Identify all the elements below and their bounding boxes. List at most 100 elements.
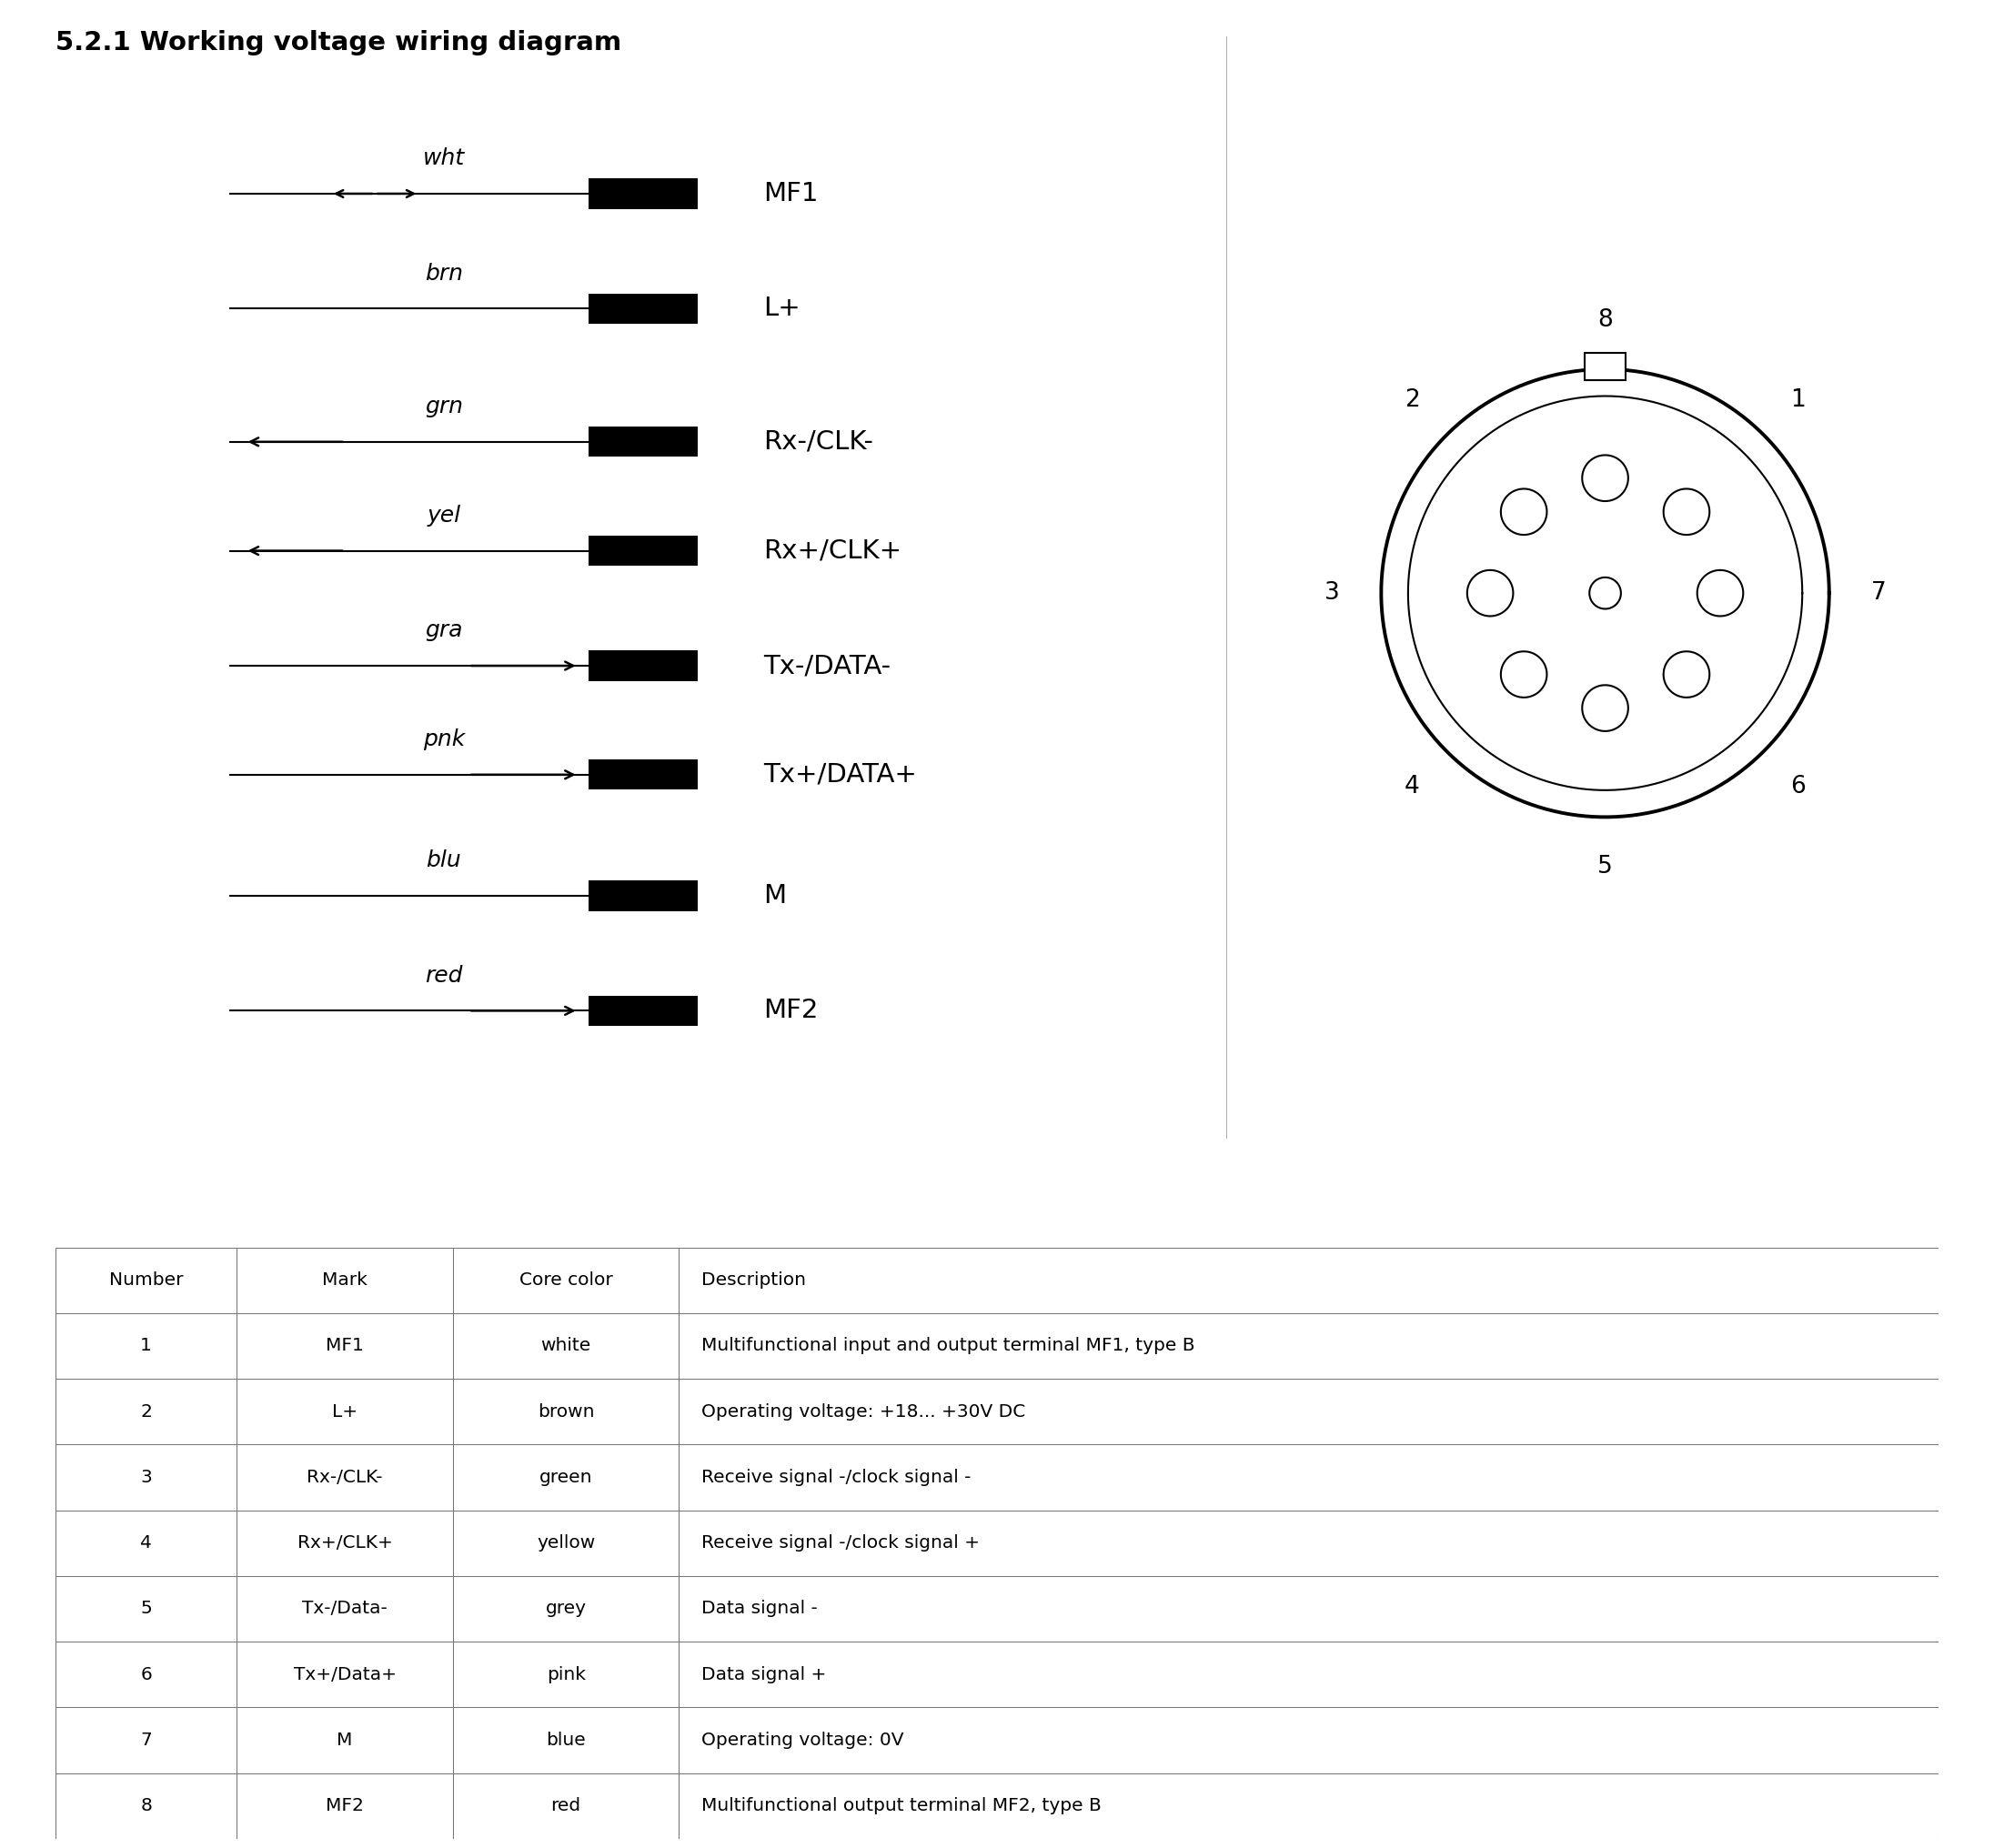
Polygon shape (1468, 571, 1513, 615)
Bar (237, 1314, 453, 1379)
Text: Rx-/CLK-: Rx-/CLK- (307, 1469, 383, 1486)
Bar (56, 1772, 237, 1839)
Bar (453, 1708, 678, 1772)
Bar (588, 294, 698, 323)
Text: blu: blu (427, 850, 461, 872)
Bar (56, 1510, 237, 1576)
Text: red: red (425, 965, 463, 987)
Bar (588, 881, 698, 911)
Text: green: green (538, 1469, 592, 1486)
Text: wht: wht (423, 148, 465, 170)
Bar (678, 1445, 1938, 1510)
Text: Description: Description (702, 1271, 806, 1288)
Text: Number: Number (110, 1271, 183, 1288)
Text: 5: 5 (1597, 854, 1613, 878)
Text: pink: pink (546, 1665, 586, 1684)
Text: 7: 7 (1870, 582, 1886, 604)
Text: MF2: MF2 (325, 1798, 363, 1815)
Bar (453, 1641, 678, 1708)
Bar (237, 1576, 453, 1641)
Text: 2: 2 (1404, 388, 1420, 412)
Text: 4: 4 (1404, 774, 1420, 798)
Text: Rx+/CLK+: Rx+/CLK+ (297, 1534, 393, 1552)
Polygon shape (1663, 490, 1709, 534)
Bar (56, 1247, 237, 1314)
Text: Multifunctional input and output terminal MF1, type B: Multifunctional input and output termina… (702, 1338, 1194, 1355)
Bar (237, 1445, 453, 1510)
Text: 5.2.1 Working voltage wiring diagram: 5.2.1 Working voltage wiring diagram (56, 30, 622, 55)
Bar (678, 1772, 1938, 1839)
Bar (588, 427, 698, 456)
Text: grey: grey (546, 1600, 586, 1617)
Text: L+: L+ (764, 296, 802, 322)
Bar (237, 1641, 453, 1708)
Bar (588, 650, 698, 680)
Text: Tx-/DATA-: Tx-/DATA- (764, 652, 891, 678)
Bar (453, 1247, 678, 1314)
Bar (237, 1708, 453, 1772)
Text: Tx+/Data+: Tx+/Data+ (293, 1665, 397, 1684)
Text: M: M (337, 1732, 353, 1748)
Bar (678, 1247, 1938, 1314)
Text: Mark: Mark (323, 1271, 367, 1288)
Bar (1585, 353, 1625, 381)
Text: MF1: MF1 (764, 181, 820, 207)
Bar (453, 1314, 678, 1379)
Polygon shape (1589, 577, 1621, 608)
Bar (56, 1708, 237, 1772)
Bar (56, 1576, 237, 1641)
Text: M: M (764, 883, 786, 909)
Bar (237, 1379, 453, 1445)
Text: Rx-/CLK-: Rx-/CLK- (764, 429, 873, 455)
Text: red: red (550, 1798, 580, 1815)
Bar (678, 1641, 1938, 1708)
Text: 1: 1 (1791, 388, 1807, 412)
Text: Tx+/DATA+: Tx+/DATA+ (764, 761, 917, 787)
Bar (588, 996, 698, 1026)
Bar (237, 1510, 453, 1576)
Bar (56, 1314, 237, 1379)
Text: Data signal -: Data signal - (702, 1600, 818, 1617)
Text: Multifunctional output terminal MF2, type B: Multifunctional output terminal MF2, typ… (702, 1798, 1101, 1815)
Polygon shape (1581, 455, 1629, 501)
Text: Receive signal -/clock signal +: Receive signal -/clock signal + (702, 1534, 979, 1552)
Bar (56, 1445, 237, 1510)
Text: 3: 3 (140, 1469, 152, 1486)
Polygon shape (1501, 652, 1547, 697)
Text: MF2: MF2 (764, 998, 820, 1024)
Bar (678, 1576, 1938, 1641)
Text: 4: 4 (140, 1534, 152, 1552)
Text: 7: 7 (140, 1732, 152, 1748)
Bar (453, 1576, 678, 1641)
Bar (678, 1708, 1938, 1772)
Text: Operating voltage: +18... +30V DC: Operating voltage: +18... +30V DC (702, 1403, 1025, 1421)
Bar (237, 1247, 453, 1314)
Polygon shape (1663, 652, 1709, 697)
Bar (678, 1510, 1938, 1576)
Text: 8: 8 (140, 1798, 152, 1815)
Text: 8: 8 (1597, 309, 1613, 333)
Text: 6: 6 (1791, 774, 1807, 798)
Bar (56, 1641, 237, 1708)
Text: Receive signal -/clock signal -: Receive signal -/clock signal - (702, 1469, 971, 1486)
Bar (237, 1772, 453, 1839)
Bar (588, 760, 698, 789)
Polygon shape (1697, 571, 1743, 615)
Text: grn: grn (425, 395, 463, 418)
Bar (678, 1314, 1938, 1379)
Bar (56, 1379, 237, 1445)
Text: 3: 3 (1324, 582, 1340, 604)
Text: 5: 5 (140, 1600, 152, 1617)
Text: 1: 1 (140, 1338, 152, 1355)
Text: gra: gra (425, 619, 463, 641)
Text: Data signal +: Data signal + (702, 1665, 826, 1684)
Text: Rx+/CLK+: Rx+/CLK+ (764, 538, 901, 564)
Text: Operating voltage: 0V: Operating voltage: 0V (702, 1732, 903, 1748)
Text: brown: brown (538, 1403, 594, 1421)
Polygon shape (1501, 490, 1547, 534)
Bar (453, 1772, 678, 1839)
Text: Tx-/Data-: Tx-/Data- (303, 1600, 387, 1617)
Polygon shape (1581, 686, 1629, 732)
Bar (588, 179, 698, 209)
Bar (678, 1379, 1938, 1445)
